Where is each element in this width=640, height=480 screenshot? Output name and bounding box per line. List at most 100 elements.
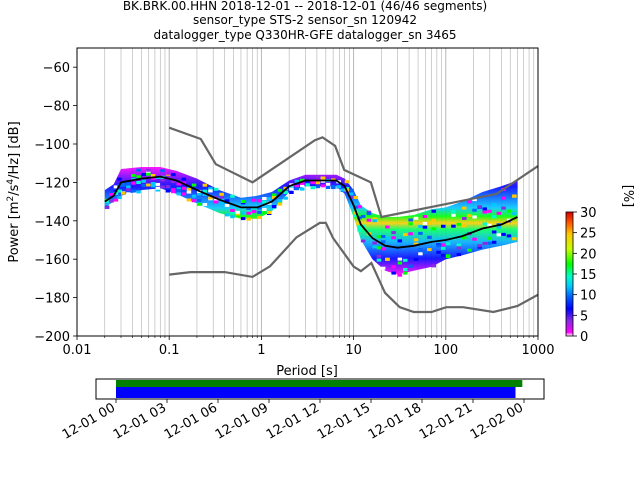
density-cell — [357, 228, 362, 232]
density-cell — [496, 211, 502, 215]
density-cell — [477, 244, 482, 248]
density-cell — [315, 175, 321, 179]
density-cell — [391, 236, 396, 240]
density-cell — [380, 240, 386, 244]
density-cell — [436, 238, 441, 242]
density-cell — [512, 237, 517, 241]
density-cell — [413, 242, 419, 246]
density-cell — [408, 218, 413, 222]
density-cell — [422, 225, 428, 229]
colorbar-tick-label: 10 — [580, 289, 597, 304]
density-cell — [353, 196, 359, 199]
density-cell — [310, 181, 315, 184]
density-cell — [262, 200, 267, 204]
density-cell — [117, 196, 122, 200]
density-cell — [146, 172, 151, 176]
x-axis-ticks: 0.01 0.1 1 10 100 1000 — [63, 336, 555, 358]
density-cell — [397, 257, 403, 261]
density-cell — [121, 191, 126, 195]
density-cell — [283, 191, 288, 194]
density-cell — [436, 244, 441, 248]
density-cell — [403, 258, 408, 262]
density-cell — [320, 184, 326, 188]
density-cell — [431, 264, 436, 268]
density-cell — [219, 201, 224, 205]
density-cell — [117, 177, 122, 181]
density-cell — [467, 200, 472, 204]
density-cell — [251, 198, 257, 202]
density-cell — [136, 175, 141, 179]
density-cell — [171, 188, 176, 192]
density-cell — [300, 181, 305, 185]
density-cell — [294, 185, 300, 188]
y-tick-label: −180 — [34, 292, 70, 307]
density-cell — [224, 213, 230, 217]
density-cell — [501, 232, 506, 236]
x-tick-label: 0.1 — [159, 343, 180, 358]
density-cell — [413, 258, 419, 261]
density-cell — [496, 233, 502, 237]
y-axis-label-tail: /Hz] [dB] — [7, 121, 22, 179]
density-cell — [294, 187, 300, 191]
density-cell — [349, 192, 354, 196]
density-cell — [397, 239, 403, 243]
density-cell — [418, 231, 423, 235]
density-cell — [271, 196, 277, 199]
density-cell — [202, 183, 208, 187]
density-cell — [506, 209, 512, 213]
y-tick-label: −140 — [34, 215, 70, 230]
density-cell — [441, 253, 446, 257]
density-cell — [131, 189, 136, 193]
density-cell — [456, 222, 462, 226]
density-cell — [487, 209, 492, 213]
density-cell — [472, 237, 477, 241]
density-cell — [331, 184, 336, 188]
density-cell — [491, 203, 497, 206]
density-cell — [262, 208, 267, 211]
density-cell — [126, 192, 131, 196]
density-cell — [372, 245, 377, 249]
density-cell — [385, 257, 390, 261]
density-cell — [289, 191, 294, 194]
density-cell — [366, 218, 372, 222]
density-cell — [340, 188, 345, 192]
density-cell — [160, 185, 165, 189]
density-cell — [403, 271, 408, 275]
density-cell — [219, 192, 224, 196]
y-tick-label: −100 — [34, 138, 70, 153]
density-cell — [197, 202, 202, 206]
density-cell — [197, 198, 202, 202]
density-cell — [113, 185, 119, 189]
density-cell — [191, 194, 197, 198]
x-tick-label: 1 — [257, 343, 265, 358]
noise-model-lines — [168, 126, 538, 314]
density-cell — [141, 173, 146, 176]
density-cell — [240, 217, 246, 221]
density-cell — [126, 188, 131, 192]
y-tick-label: −60 — [43, 61, 70, 76]
density-cell — [230, 215, 235, 219]
density-cell — [271, 193, 277, 197]
density-cell — [197, 192, 202, 196]
density-cell — [289, 185, 294, 188]
density-cell — [202, 189, 208, 193]
plot-frame — [76, 47, 539, 337]
density-cell — [208, 189, 213, 193]
density-cell — [171, 173, 176, 177]
density-cell — [391, 271, 396, 275]
colorbar-ticks: 0 5 10 15 20 25 30 — [573, 206, 597, 345]
density-cell — [357, 205, 362, 209]
density-cell — [240, 211, 246, 215]
title-line-1: BK.BRK.00.HHN 2018-12-01 -- 2018-12-01 (… — [123, 0, 487, 13]
density-cell — [496, 225, 502, 229]
density-cell — [408, 232, 413, 236]
colorbar-tick-label: 20 — [580, 247, 597, 262]
density-cell — [240, 200, 246, 203]
density-cell — [422, 250, 428, 254]
ppsd-plot-area: 0.01 0.1 1 10 100 1000 −60 −80 −100 −120 −140 −160… — [34, 47, 555, 358]
density-cell — [191, 183, 197, 187]
density-cell — [230, 211, 235, 215]
psd-coverage-bar — [116, 387, 516, 398]
density-cell — [451, 210, 456, 214]
